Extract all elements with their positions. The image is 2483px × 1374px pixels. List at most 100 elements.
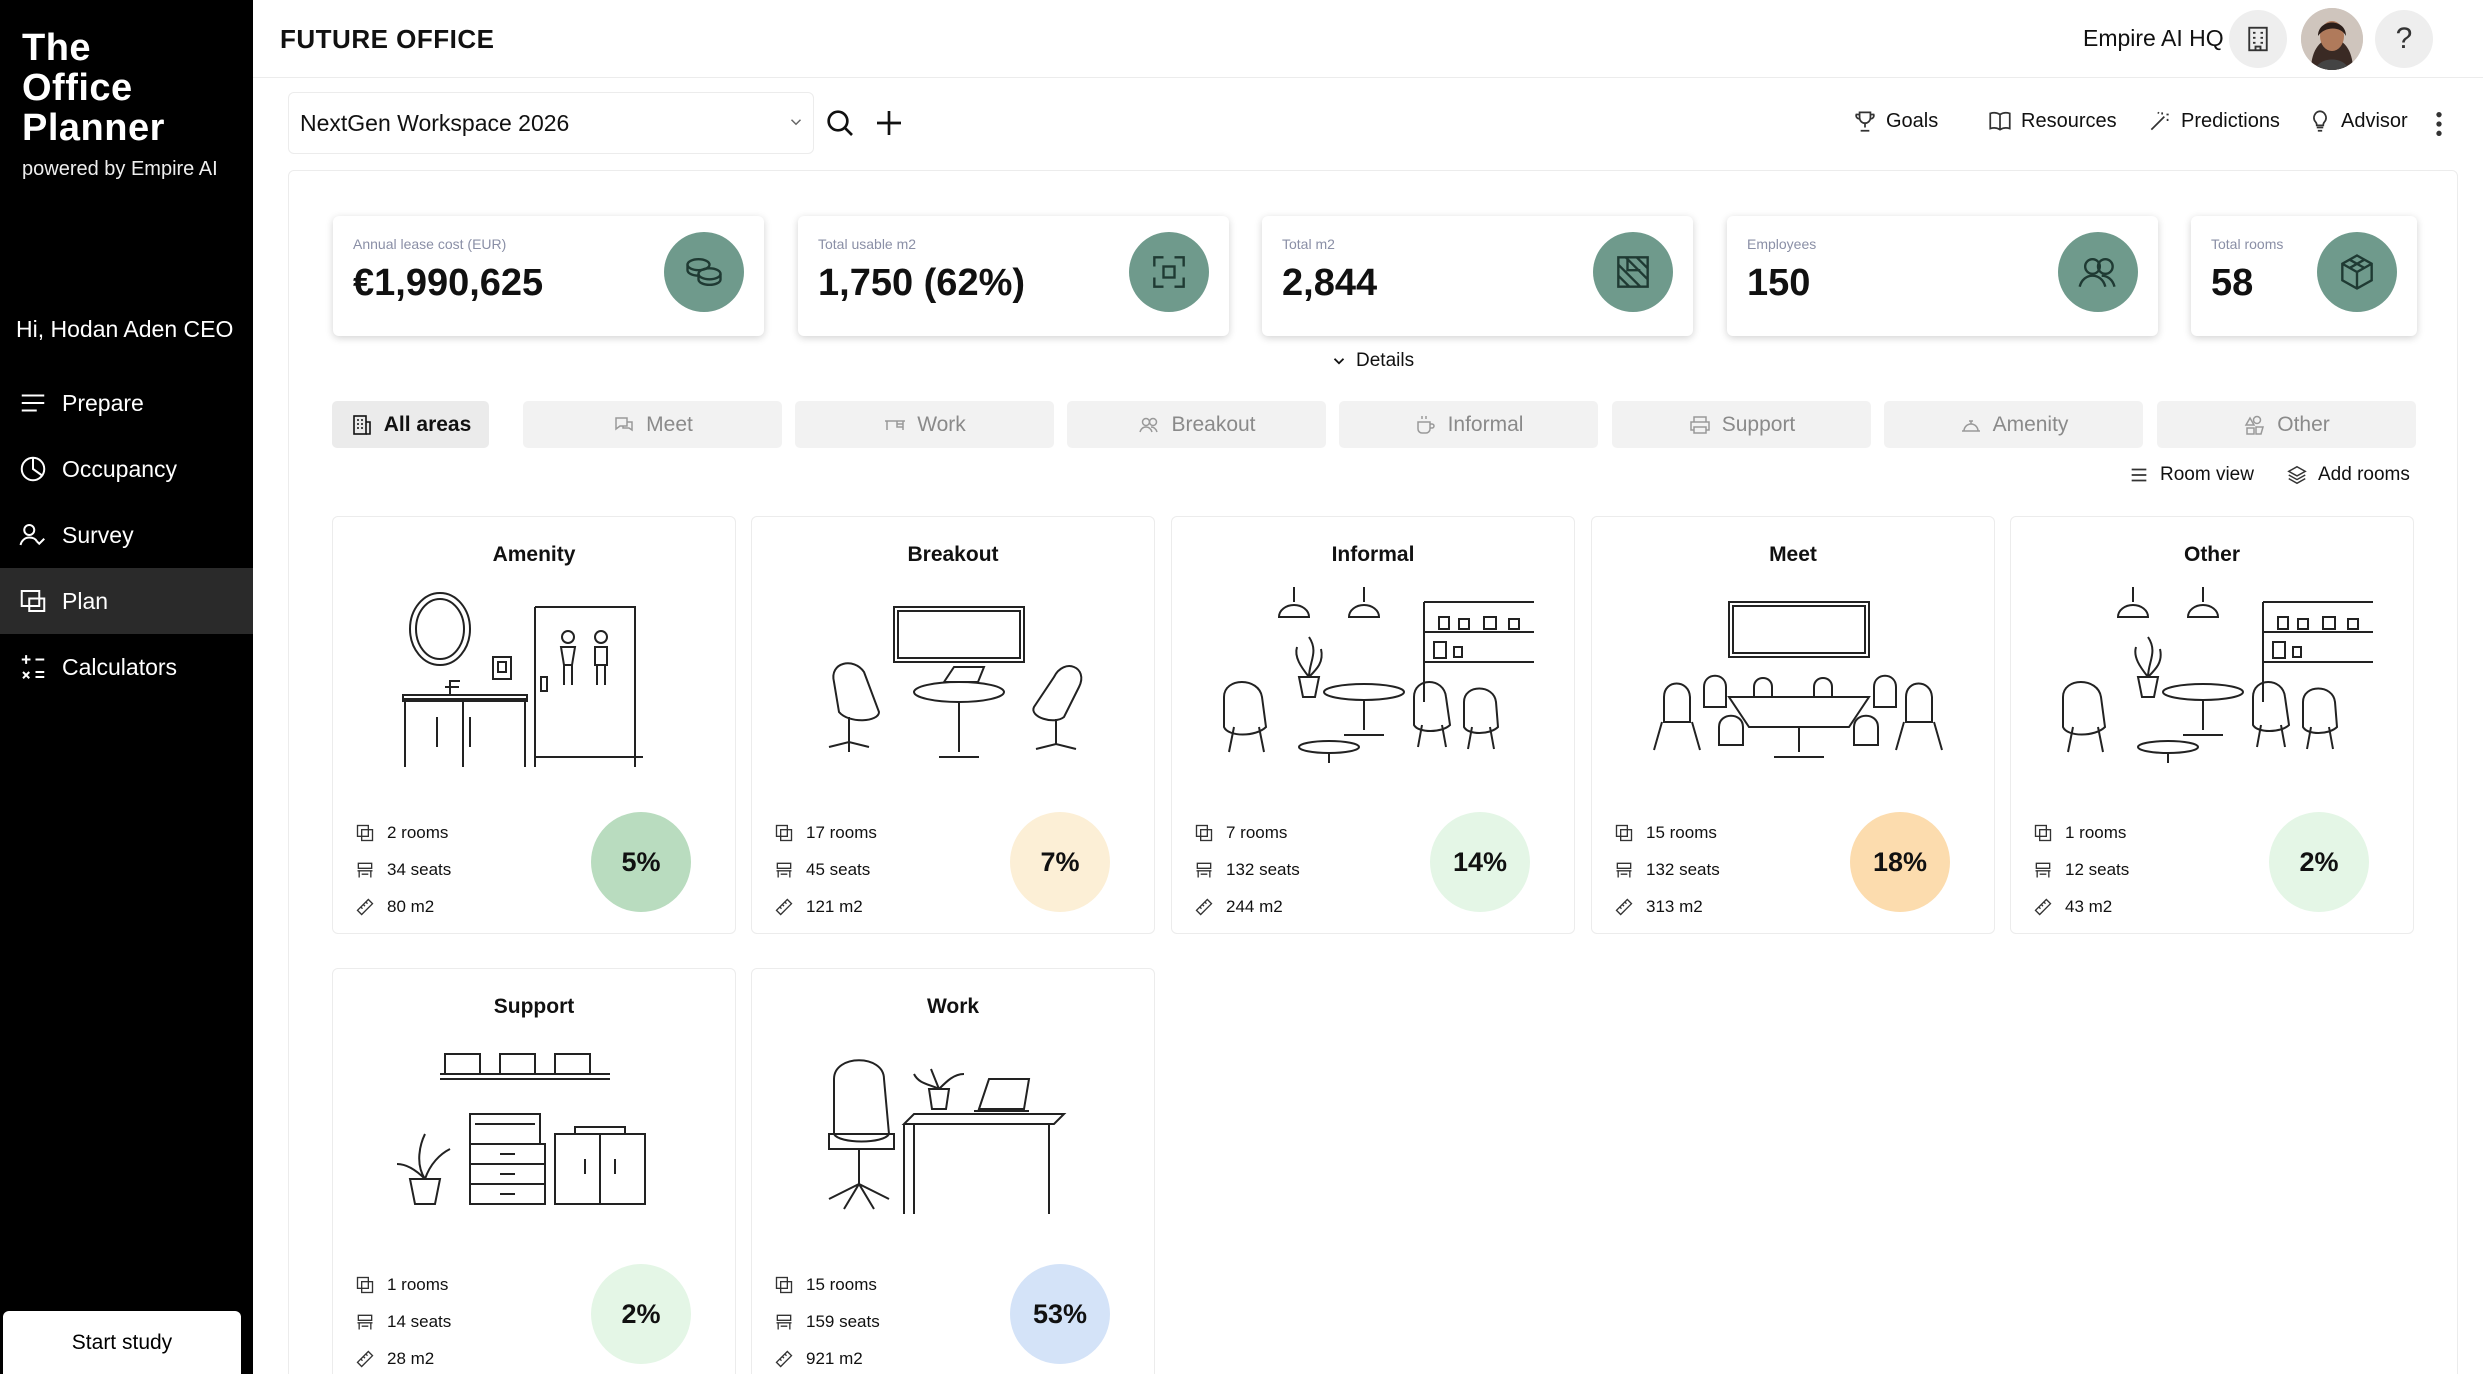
help-button[interactable]: ? [2375, 10, 2433, 68]
seats-stat: 159 seats [774, 1303, 880, 1340]
tab-informal[interactable]: Informal [1339, 401, 1598, 448]
workspace-select[interactable]: NextGen Workspace 2026 [288, 92, 814, 154]
area-card-work[interactable]: Work 15 rooms 159 seats 921 m2 53% [751, 968, 1155, 1374]
calculator-icon [21, 655, 45, 679]
floorplan-icon [20, 590, 46, 612]
layers-icon [2287, 465, 2307, 485]
tab-label: Informal [1447, 412, 1524, 436]
kpi-total-rooms: Total rooms 58 [2191, 216, 2417, 336]
tab-meet[interactable]: Meet [523, 401, 782, 448]
sidebar-item-plan[interactable]: Plan [0, 568, 253, 634]
rooms-icon [356, 1276, 374, 1293]
sidebar-item-label: Prepare [62, 389, 144, 416]
area-card-amenity[interactable]: Amenity 2 rooms 34 seats 80 m2 5% [332, 516, 736, 934]
card-title: Other [2183, 543, 2240, 566]
kpi-employees: Employees 150 [1727, 216, 2158, 336]
breakout-illustration-icon [828, 606, 1083, 758]
sidebar-item-occupancy[interactable]: Occupancy [0, 436, 253, 502]
other-illustration-icon [2062, 587, 2373, 763]
sidebar-item-label: Survey [62, 521, 134, 548]
percentage-badge: 7% [1010, 812, 1110, 912]
area-card-breakout[interactable]: Breakout 17 rooms 45 seats 121 m2 7% [751, 516, 1155, 934]
start-study-button[interactable]: Start study [3, 1311, 241, 1374]
area-stat: 921 m2 [774, 1340, 880, 1374]
tab-support[interactable]: Support [1612, 401, 1871, 448]
predictions-link[interactable]: Predictions [2147, 108, 2280, 134]
tab-label: All areas [383, 412, 472, 436]
tab-work[interactable]: Work [795, 401, 1054, 448]
ruler-icon [356, 898, 374, 915]
sidebar-item-label: Occupancy [62, 455, 178, 482]
rooms-icon [775, 824, 793, 841]
person-check-icon [19, 524, 45, 546]
tab-amenity[interactable]: Amenity [1884, 401, 2143, 448]
chair-icon [776, 862, 792, 877]
building-button[interactable] [2229, 10, 2287, 68]
area-card-meet[interactable]: Meet 15 rooms 132 seats 313 m2 18% [1591, 516, 1995, 934]
area-value: 80 m2 [387, 896, 435, 916]
area-card-other[interactable]: Other 1 rooms 12 seats 43 m2 2% [2010, 516, 2414, 934]
ruler-icon [1195, 898, 1213, 915]
more-options-button[interactable] [2421, 104, 2457, 144]
search-button[interactable] [820, 103, 860, 143]
chair-icon [357, 862, 373, 877]
add-workspace-button[interactable] [869, 103, 909, 143]
people-icon [1139, 417, 1159, 432]
kpi-annual-lease-cost: Annual lease cost (EUR) €1,990,625 [333, 216, 764, 336]
ruler-icon [2034, 898, 2052, 915]
percentage-badge: 14% [1430, 812, 1530, 912]
advisor-link[interactable]: Advisor [2307, 108, 2408, 134]
details-label: Details [1356, 350, 1415, 371]
list-icon [21, 394, 45, 412]
tab-all-areas[interactable]: All areas [332, 401, 489, 448]
area-card-informal[interactable]: Informal 7 rooms 132 seats 244 m2 14% [1171, 516, 1575, 934]
kpi-label: Total m2 [1282, 236, 1335, 252]
main-panel [288, 170, 2458, 1374]
area-stat: 244 m2 [1194, 888, 1300, 925]
rooms-count: 17 rooms [806, 822, 877, 842]
rooms-stat: 1 rooms [355, 1266, 451, 1303]
tab-label: Other [2277, 412, 2330, 436]
sidebar-item-survey[interactable]: Survey [0, 502, 253, 568]
help-icon: ? [2395, 22, 2413, 55]
book-icon [1989, 111, 2011, 131]
lightbulb-icon [2313, 110, 2327, 132]
kpi-value: 58 [2211, 262, 2254, 304]
details-toggle[interactable]: Details [1330, 350, 1414, 372]
area-stat: 28 m2 [355, 1340, 451, 1374]
resources-link[interactable]: Resources [1987, 108, 2117, 134]
seats-stat: 12 seats [2033, 851, 2129, 888]
avatar[interactable] [2301, 8, 2363, 70]
area-card-support[interactable]: Support 1 rooms 14 seats 28 m2 2% [332, 968, 736, 1374]
predictions-label: Predictions [2181, 109, 2280, 132]
tab-other[interactable]: Other [2157, 401, 2416, 448]
tab-label: Breakout [1171, 412, 1256, 436]
seats-count: 132 seats [1226, 859, 1300, 879]
rooms-count: 7 rooms [1226, 822, 1288, 842]
chevron-down-icon [790, 119, 802, 126]
sidebar-item-calculators[interactable]: Calculators [0, 634, 253, 700]
page-title: FUTURE OFFICE [280, 24, 495, 54]
area-stat: 313 m2 [1614, 888, 1720, 925]
rooms-stat: 17 rooms [774, 814, 877, 851]
sidebar-item-prepare[interactable]: Prepare [0, 370, 253, 436]
chevron-down-icon [1333, 358, 1345, 365]
seats-stat: 132 seats [1194, 851, 1300, 888]
chair-icon [1616, 862, 1632, 877]
area-value: 313 m2 [1646, 896, 1703, 916]
coffee-icon [1416, 415, 1435, 434]
meet-illustration-icon [1653, 601, 1943, 758]
rooms-icon [356, 824, 374, 841]
room-view-button[interactable]: Room view [2128, 464, 2254, 486]
percentage-badge: 2% [591, 1264, 691, 1364]
sidebar: The Office Planner powered by Empire AI … [0, 0, 253, 1374]
rooms-stat: 15 rooms [1614, 814, 1720, 851]
rooms-stat: 2 rooms [355, 814, 451, 851]
area-value: 121 m2 [806, 896, 863, 916]
add-rooms-button[interactable]: Add rooms [2286, 464, 2410, 486]
kpi-value: 2,844 [1282, 262, 1378, 304]
tab-breakout[interactable]: Breakout [1067, 401, 1326, 448]
card-stats: 2 rooms 34 seats 80 m2 [355, 814, 451, 925]
ruler-icon [1615, 898, 1633, 915]
goals-link[interactable]: Goals [1852, 108, 1938, 134]
